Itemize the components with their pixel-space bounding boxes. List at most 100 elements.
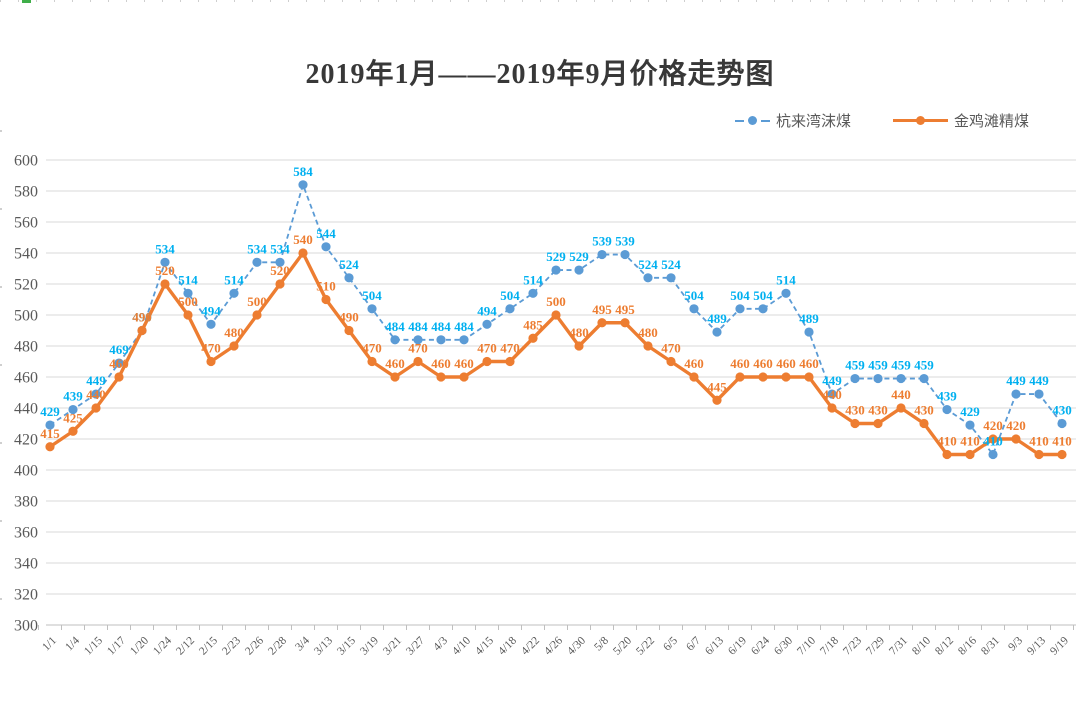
data-point-marker[interactable] [896,373,906,384]
data-label: 410 [1052,434,1072,449]
data-point-marker[interactable] [344,325,354,336]
data-point-marker[interactable] [367,304,377,314]
data-point-marker[interactable] [321,294,331,305]
data-point-marker[interactable] [298,248,308,258]
data-point-marker[interactable] [1034,389,1044,399]
data-point-marker[interactable] [666,273,676,283]
data-point-marker[interactable] [1034,449,1044,460]
data-point-marker[interactable] [275,279,285,289]
data-point-marker[interactable] [482,356,492,367]
data-point-marker[interactable] [758,304,768,314]
data-point-marker[interactable] [689,372,699,382]
data-point-marker[interactable] [1011,389,1021,399]
data-point-marker[interactable] [873,418,883,429]
data-point-marker[interactable] [45,442,55,452]
data-point-marker[interactable] [229,288,239,298]
x-tick-label: 9/3 [1006,634,1025,653]
data-point-marker[interactable] [942,449,952,460]
data-point-marker[interactable] [505,304,515,314]
data-point-marker[interactable] [229,341,239,351]
data-point-marker[interactable] [988,434,998,444]
data-point-marker[interactable] [574,265,584,275]
data-point-marker[interactable] [919,373,929,384]
data-point-marker[interactable] [712,395,722,405]
data-point-marker[interactable] [482,319,492,329]
data-point-marker[interactable] [1057,449,1067,460]
x-tick-label: 2/26 [243,634,266,657]
data-point-marker[interactable] [137,325,147,336]
data-point-marker[interactable] [551,265,561,275]
data-point-marker[interactable] [183,310,193,320]
data-point-marker[interactable] [68,404,78,415]
data-point-marker[interactable] [459,335,469,345]
data-point-marker[interactable] [413,356,423,367]
data-point-marker[interactable] [160,279,170,289]
data-point-marker[interactable] [91,403,101,413]
data-point-marker[interactable] [666,356,676,367]
data-point-marker[interactable] [942,404,952,415]
data-point-marker[interactable] [436,335,446,345]
data-point-marker[interactable] [804,372,814,382]
x-tick-label: 6/24 [749,634,772,657]
data-point-marker[interactable] [206,356,216,367]
data-point-marker[interactable] [68,426,78,436]
data-point-marker[interactable] [850,418,860,429]
data-point-marker[interactable] [183,288,193,298]
data-point-marker[interactable] [321,242,331,252]
data-point-marker[interactable] [988,449,998,460]
data-point-marker[interactable] [367,356,377,367]
data-point-marker[interactable] [620,318,630,328]
data-point-marker[interactable] [850,373,860,384]
data-point-marker[interactable] [114,372,124,382]
data-point-marker[interactable] [735,304,745,314]
legend-item-series-1[interactable]: 金鸡滩精煤 [893,110,1029,131]
data-point-marker[interactable] [160,257,170,267]
data-label: 470 [201,341,221,356]
y-tick-label: 320 [14,587,38,604]
data-point-marker[interactable] [528,333,538,343]
data-point-marker[interactable] [45,420,55,430]
data-point-marker[interactable] [781,372,791,382]
data-point-marker[interactable] [712,327,722,337]
data-point-marker[interactable] [574,341,584,351]
data-point-marker[interactable] [551,310,561,320]
data-point-marker[interactable] [896,403,906,413]
data-label: 484 [408,319,428,334]
data-point-marker[interactable] [735,372,745,382]
data-point-marker[interactable] [620,249,630,260]
data-point-marker[interactable] [1057,418,1067,429]
data-point-marker[interactable] [781,288,791,298]
data-point-marker[interactable] [114,358,124,368]
data-point-marker[interactable] [252,257,262,267]
data-point-marker[interactable] [827,389,837,399]
data-point-marker[interactable] [505,356,515,367]
data-point-marker[interactable] [827,403,837,413]
data-point-marker[interactable] [1011,434,1021,444]
data-point-marker[interactable] [965,449,975,460]
x-tick-label: 2/12 [174,634,197,657]
data-point-marker[interactable] [413,335,423,345]
data-point-marker[interactable] [91,389,101,399]
data-point-marker[interactable] [873,373,883,384]
data-point-marker[interactable] [597,249,607,260]
data-point-marker[interactable] [344,273,354,283]
data-point-marker[interactable] [643,273,653,283]
data-point-marker[interactable] [459,372,469,382]
data-point-marker[interactable] [252,310,262,320]
data-point-marker[interactable] [689,304,699,314]
data-point-marker[interactable] [436,372,446,382]
data-point-marker[interactable] [298,180,308,190]
data-point-marker[interactable] [390,335,400,345]
data-point-marker[interactable] [390,372,400,382]
data-point-marker[interactable] [597,318,607,328]
data-point-marker[interactable] [804,327,814,337]
data-point-marker[interactable] [206,319,216,329]
data-point-marker[interactable] [919,418,929,429]
data-point-marker[interactable] [528,288,538,298]
legend-item-series-0[interactable]: 杭来湾沫煤 [735,110,851,131]
data-point-marker[interactable] [965,420,975,430]
data-point-marker[interactable] [758,372,768,382]
data-point-marker[interactable] [643,341,653,351]
data-point-marker[interactable] [275,257,285,267]
